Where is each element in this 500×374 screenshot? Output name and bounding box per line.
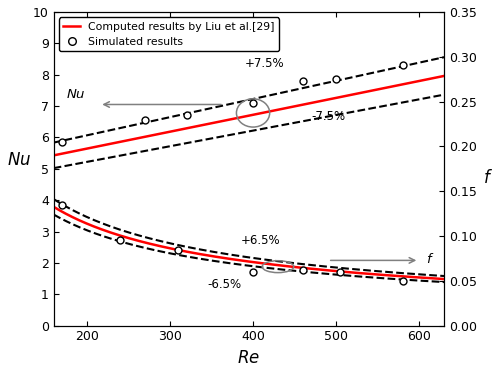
Y-axis label: $\it{f}$: $\it{f}$ bbox=[483, 169, 493, 187]
Text: -6.5%: -6.5% bbox=[208, 278, 242, 291]
Text: $\it{Nu}$: $\it{Nu}$ bbox=[66, 88, 86, 101]
Text: +6.5%: +6.5% bbox=[240, 234, 280, 247]
Legend: Computed results by Liu et al.[29], Simulated results: Computed results by Liu et al.[29], Simu… bbox=[59, 17, 279, 52]
X-axis label: $\it{Re}$: $\it{Re}$ bbox=[238, 349, 260, 367]
Text: $\it{f}$: $\it{f}$ bbox=[426, 251, 434, 266]
Text: -7.5%: -7.5% bbox=[311, 110, 346, 123]
Text: +7.5%: +7.5% bbox=[244, 57, 284, 70]
Y-axis label: $\it{Nu}$: $\it{Nu}$ bbox=[7, 151, 31, 169]
